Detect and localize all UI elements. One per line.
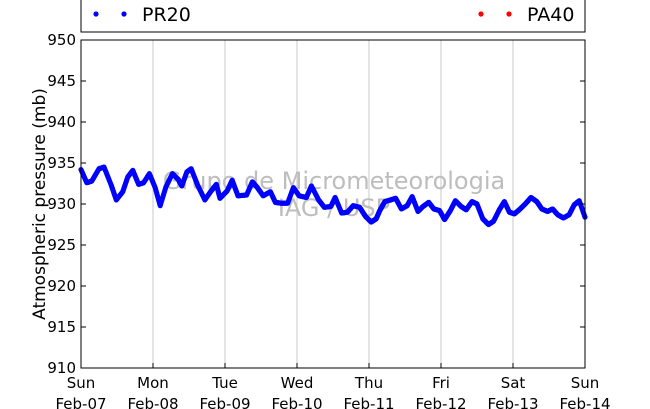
x-tick-label-date: Feb-07 <box>55 395 106 409</box>
x-tick-label-day: Sat <box>501 374 526 392</box>
legend-marker-pa40 <box>478 11 484 17</box>
y-tick-label: 925 <box>47 236 76 254</box>
x-tick-label-day: Sun <box>67 374 96 392</box>
legend-marker-pa40 <box>506 11 512 17</box>
y-tick-label: 940 <box>47 113 76 131</box>
series-pr20 <box>78 164 588 228</box>
x-tick-label-date: Feb-08 <box>127 395 178 409</box>
x-tick-label-day: Wed <box>281 374 314 392</box>
grid <box>152 40 514 368</box>
y-tick-label: 930 <box>47 195 76 213</box>
x-tick-label-day: Fri <box>432 374 450 392</box>
legend-label-pa40: PA40 <box>527 4 574 26</box>
x-tick-label-date: Feb-14 <box>559 395 610 409</box>
x-tick-label-day: Tue <box>211 374 238 392</box>
y-axis-label: Atmospheric pressure (mb) <box>30 88 50 320</box>
x-tick-label-day: Sun <box>571 374 600 392</box>
x-tick-label-day: Thu <box>354 374 383 392</box>
x-tick-label-date: Feb-12 <box>415 395 466 409</box>
legend-box <box>80 0 586 33</box>
y-tick-label: 915 <box>47 318 76 336</box>
x-tick-label-date: Feb-09 <box>199 395 250 409</box>
y-tick-label: 910 <box>47 359 76 377</box>
y-tick-label: 920 <box>47 277 76 295</box>
legend-marker-pr20 <box>121 11 127 17</box>
x-axis: Sun Feb-07 Mon Feb-08 Tue Feb-09 Wed Feb-10 Thu F… <box>55 363 611 409</box>
legend: PR20 PA40 <box>80 0 586 33</box>
y-axis: 910 915 920 925 930 935 940 945 950 <box>47 31 585 377</box>
x-tick-label-date: Feb-13 <box>487 395 538 409</box>
y-tick-label: 945 <box>47 72 76 90</box>
x-tick-label-date: Feb-11 <box>343 395 394 409</box>
x-tick-label-day: Mon <box>137 374 169 392</box>
legend-marker-pr20 <box>93 11 99 17</box>
y-tick-label: 950 <box>47 31 76 49</box>
legend-label-pr20: PR20 <box>142 4 191 26</box>
x-tick-label-date: Feb-10 <box>271 395 322 409</box>
y-tick-label: 935 <box>47 154 76 172</box>
